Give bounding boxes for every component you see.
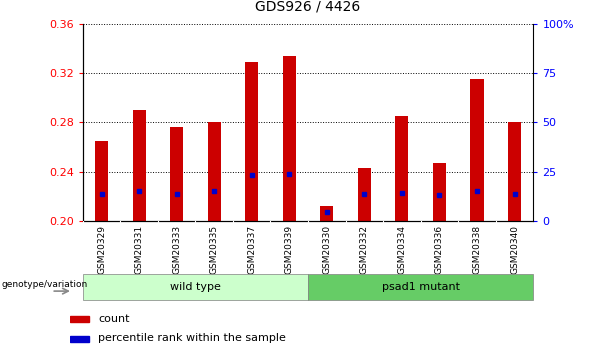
Bar	[70, 316, 89, 322]
Text: percentile rank within the sample: percentile rank within the sample	[98, 333, 286, 343]
Text: GSM20330: GSM20330	[322, 225, 331, 274]
Text: GSM20331: GSM20331	[135, 225, 143, 274]
Text: GSM20336: GSM20336	[435, 225, 444, 274]
Text: GDS926 / 4426: GDS926 / 4426	[256, 0, 360, 14]
Bar	[470, 79, 484, 221]
Bar	[83, 274, 308, 300]
Text: genotype/variation: genotype/variation	[2, 279, 88, 289]
Bar	[170, 127, 183, 221]
Text: psad1 mutant: psad1 mutant	[382, 282, 460, 292]
Text: wild type: wild type	[170, 282, 221, 292]
Bar	[320, 206, 333, 221]
Bar	[245, 62, 258, 221]
Bar	[208, 122, 221, 221]
Text: GSM20340: GSM20340	[510, 225, 519, 274]
Bar	[95, 141, 108, 221]
Text: GSM20333: GSM20333	[172, 225, 181, 274]
Text: GSM20329: GSM20329	[97, 225, 106, 274]
Text: GSM20338: GSM20338	[473, 225, 481, 274]
Text: count: count	[98, 314, 129, 324]
Text: GSM20332: GSM20332	[360, 225, 369, 274]
Bar	[358, 168, 371, 221]
Bar	[132, 110, 146, 221]
Bar	[395, 116, 408, 221]
Bar	[283, 56, 296, 221]
Bar	[508, 122, 521, 221]
Text: GSM20334: GSM20334	[397, 225, 406, 274]
Text: GSM20337: GSM20337	[247, 225, 256, 274]
Bar	[308, 274, 533, 300]
Bar	[433, 163, 446, 221]
Text: GSM20339: GSM20339	[285, 225, 294, 274]
Text: GSM20335: GSM20335	[210, 225, 219, 274]
Bar	[70, 336, 89, 342]
